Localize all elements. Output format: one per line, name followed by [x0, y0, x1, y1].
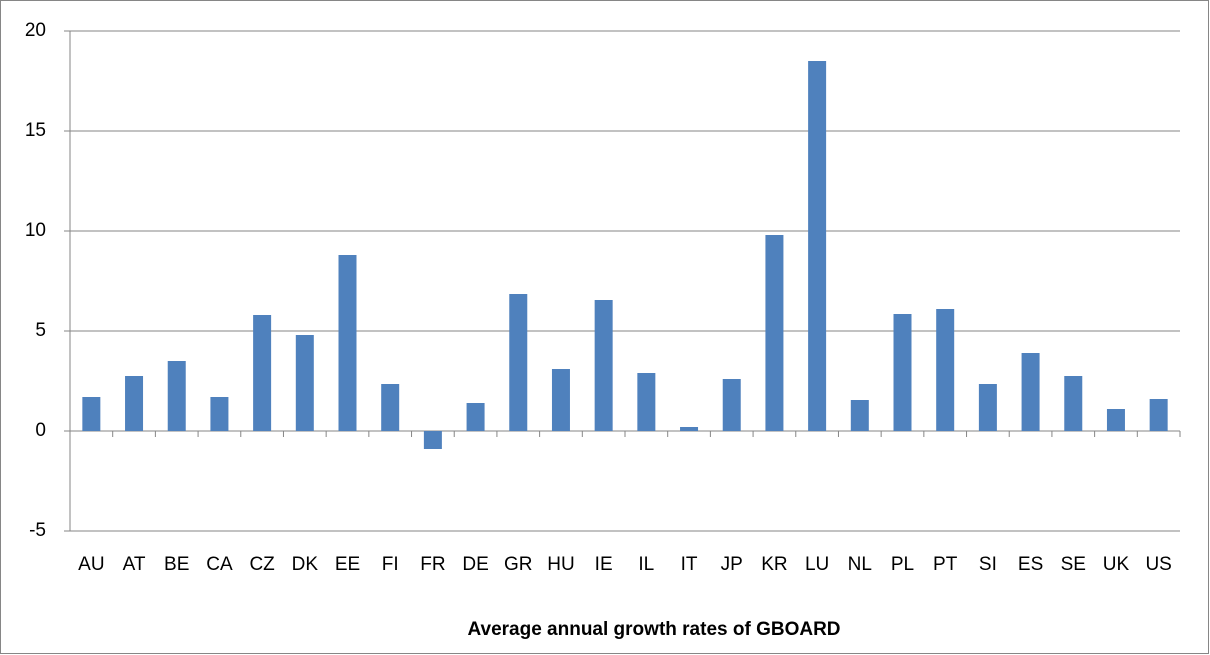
x-tick-label: IE: [595, 554, 613, 575]
x-tick-label: ES: [1018, 554, 1043, 575]
x-tick-label: JP: [721, 554, 743, 575]
bar: [850, 400, 869, 431]
x-tick-label: FI: [382, 554, 399, 575]
y-tick-label: 0: [35, 420, 46, 441]
bar: [338, 255, 357, 431]
bar: [423, 431, 442, 449]
x-tick-label: UK: [1103, 554, 1130, 575]
bar: [722, 379, 741, 431]
bar: [936, 309, 955, 431]
bar: [978, 384, 997, 431]
bar: [466, 403, 485, 431]
bar: [637, 373, 656, 431]
bar: [1106, 409, 1125, 431]
x-tick-label: BE: [164, 554, 189, 575]
x-tick-label: FR: [420, 554, 445, 575]
bar: [509, 294, 528, 431]
bar: [1149, 399, 1168, 431]
x-tick-label: AU: [78, 554, 104, 575]
x-tick-label: SE: [1061, 554, 1086, 575]
bar: [82, 397, 101, 431]
x-tick-label: PL: [891, 554, 914, 575]
x-tick-label: US: [1145, 554, 1171, 575]
bar: [295, 335, 314, 431]
x-tick-label: HU: [547, 554, 574, 575]
x-tick-label: LU: [805, 554, 829, 575]
bar: [680, 427, 699, 431]
y-tick-label: 20: [25, 20, 46, 41]
bar: [1021, 353, 1040, 431]
x-tick-label: EE: [335, 554, 360, 575]
bar: [765, 235, 784, 431]
y-tick-label: 5: [35, 320, 46, 341]
bar: [551, 369, 570, 431]
y-tick-label: -5: [29, 520, 46, 541]
x-tick-label: SI: [979, 554, 997, 575]
bar: [808, 61, 827, 431]
x-tick-label: CA: [206, 554, 233, 575]
x-tick-label: KR: [761, 554, 787, 575]
y-tick-label: 15: [25, 120, 46, 141]
x-tick-label: IT: [681, 554, 698, 575]
bar: [381, 384, 400, 431]
x-tick-label: DK: [292, 554, 319, 575]
bar: [594, 300, 613, 431]
x-tick-label: DE: [462, 554, 488, 575]
x-tick-label: AT: [123, 554, 146, 575]
bar: [210, 397, 229, 431]
x-tick-label: GR: [504, 554, 533, 575]
bar: [1064, 376, 1083, 431]
x-tick-label: NL: [848, 554, 872, 575]
y-tick-label: 10: [25, 220, 46, 241]
bar: [893, 314, 912, 431]
bar: [125, 376, 144, 431]
bar: [253, 315, 272, 431]
x-tick-label: PT: [933, 554, 958, 575]
chart-title: Average annual growth rates of GBOARD: [467, 619, 840, 640]
x-tick-label: IL: [638, 554, 654, 575]
bar: [167, 361, 186, 431]
x-tick-label: CZ: [249, 554, 275, 575]
